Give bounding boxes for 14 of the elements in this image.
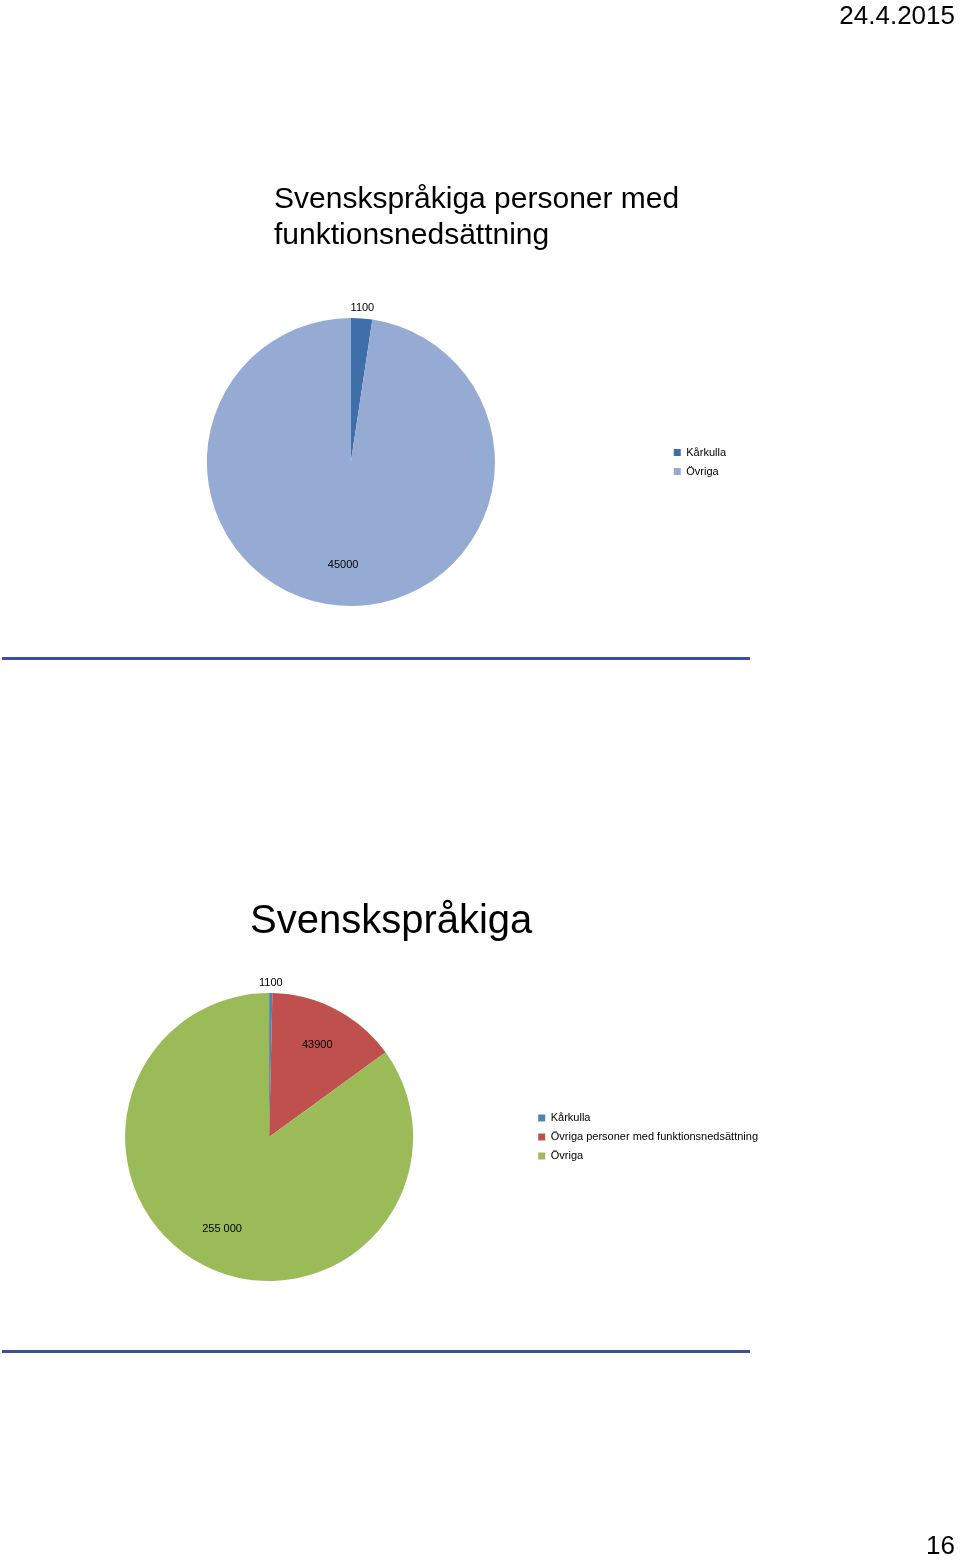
data-label: 1100 — [259, 976, 283, 989]
chart-title: Svenskspråkiga — [250, 896, 534, 943]
text: 24.4.2015 — [839, 0, 955, 31]
data-label: 45000 — [327, 558, 359, 571]
text: 16 — [926, 1530, 955, 1561]
legend-label: Övriga personer med funktionsnedsättning — [550, 1130, 759, 1143]
chart-title: Svenskspråkiga personer med funktionsnedsättning — [274, 180, 681, 252]
data-label: 43900 — [301, 1038, 333, 1051]
data-label: 1100 — [350, 301, 375, 314]
legend-label: Övriga — [686, 464, 720, 477]
legend-label: Övriga — [550, 1149, 584, 1162]
legend-label: Kårkulla — [550, 1111, 592, 1124]
data-label: 255 000 — [202, 1222, 242, 1235]
legend-label: Kårkulla — [686, 445, 727, 458]
